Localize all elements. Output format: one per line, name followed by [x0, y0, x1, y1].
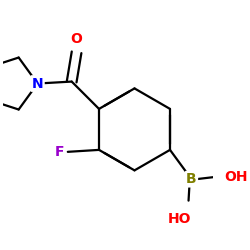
Text: HO: HO: [168, 212, 192, 226]
Text: OH: OH: [225, 170, 248, 184]
Text: B: B: [186, 172, 197, 186]
Text: O: O: [71, 32, 83, 46]
Text: F: F: [54, 145, 64, 159]
Text: N: N: [32, 76, 43, 90]
